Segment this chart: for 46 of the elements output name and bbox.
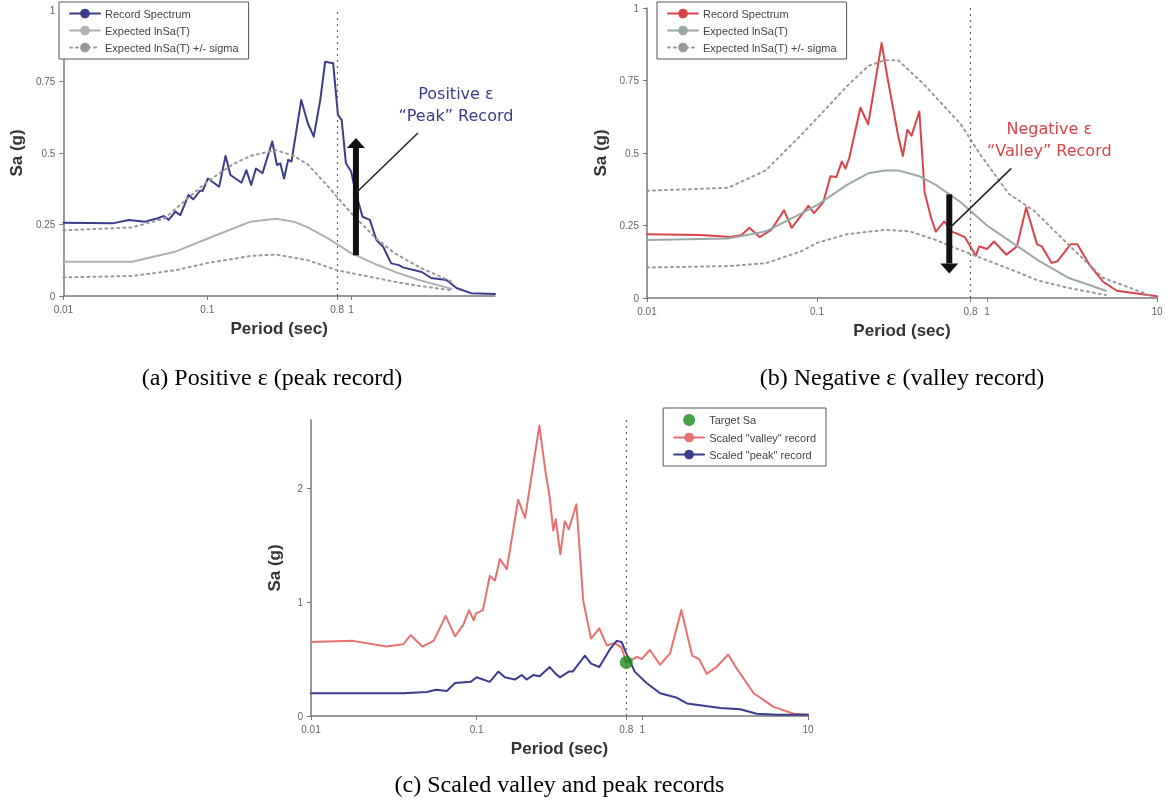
y-tick-label: 0 <box>633 292 640 304</box>
annotation: Negative ε “Valley” Record <box>986 118 1112 162</box>
annotation: Positive ε “Peak” Record <box>398 83 514 127</box>
x-tick-label: 0.1 <box>469 723 485 735</box>
legend-label: Target Sa <box>709 414 758 426</box>
x-axis-title: Period (sec) <box>510 739 609 758</box>
x-tick-label: 0.1 <box>810 305 825 317</box>
y-tick-label: 0.5 <box>41 147 56 159</box>
legend-label: Expected lnSa(T) <box>105 24 190 37</box>
x-axis-title: Period (sec) <box>853 321 951 340</box>
y-tick-label: 0 <box>49 290 56 302</box>
legend-label: Expected lnSa(T) <box>703 24 788 37</box>
y-tick-label: 2 <box>297 482 304 494</box>
y-axis-title: Sa (g) <box>265 544 284 592</box>
y-tick-label: 0.25 <box>35 219 56 230</box>
x-tick-label: 0.01 <box>637 305 658 317</box>
x-tick-label: 0.1 <box>200 303 215 315</box>
y-tick-label: 0.5 <box>625 147 640 159</box>
y-tick-label: 0 <box>297 710 304 722</box>
legend-label: Scaled "valley" record <box>709 431 816 444</box>
y-tick-label: 0.75 <box>619 75 640 86</box>
text: (c) Scaled valley and peak records <box>394 771 725 798</box>
text: (b) Negative ε (valley record) <box>759 364 1045 391</box>
legend-label: Record Spectrum <box>703 7 789 20</box>
x-tick-label: 1 <box>348 303 355 315</box>
legend-label: Scaled "peak" record <box>709 448 812 461</box>
legend-label: Record Spectrum <box>105 7 191 20</box>
x-tick-label: 10 <box>802 723 814 735</box>
y-tick-label: 1 <box>633 2 640 14</box>
x-tick-label: 10 <box>1151 305 1163 317</box>
y-axis-title: Sa (g) <box>7 129 26 177</box>
x-tick-label: 0.01 <box>53 303 74 315</box>
y-tick-label: 1 <box>297 596 304 608</box>
legend-label: Expected lnSa(T) +/- sigma <box>703 41 838 54</box>
x-tick-label: 0.8 <box>330 303 345 315</box>
legend-label: Expected lnSa(T) +/- sigma <box>105 41 240 54</box>
x-tick-label: 1 <box>984 305 991 317</box>
y-tick-label: 0.75 <box>35 76 56 87</box>
text: (a) Positive ε (peak record) <box>141 364 403 391</box>
y-tick-label: 0.25 <box>619 220 640 231</box>
x-tick-label: 0.8 <box>619 723 634 735</box>
x-tick-label: 0.01 <box>301 723 322 735</box>
y-axis-title: Sa (g) <box>590 129 610 177</box>
x-axis-title: Period (sec) <box>230 319 328 338</box>
x-tick-label: 0.8 <box>963 305 978 317</box>
y-tick-label: 1 <box>49 4 56 16</box>
